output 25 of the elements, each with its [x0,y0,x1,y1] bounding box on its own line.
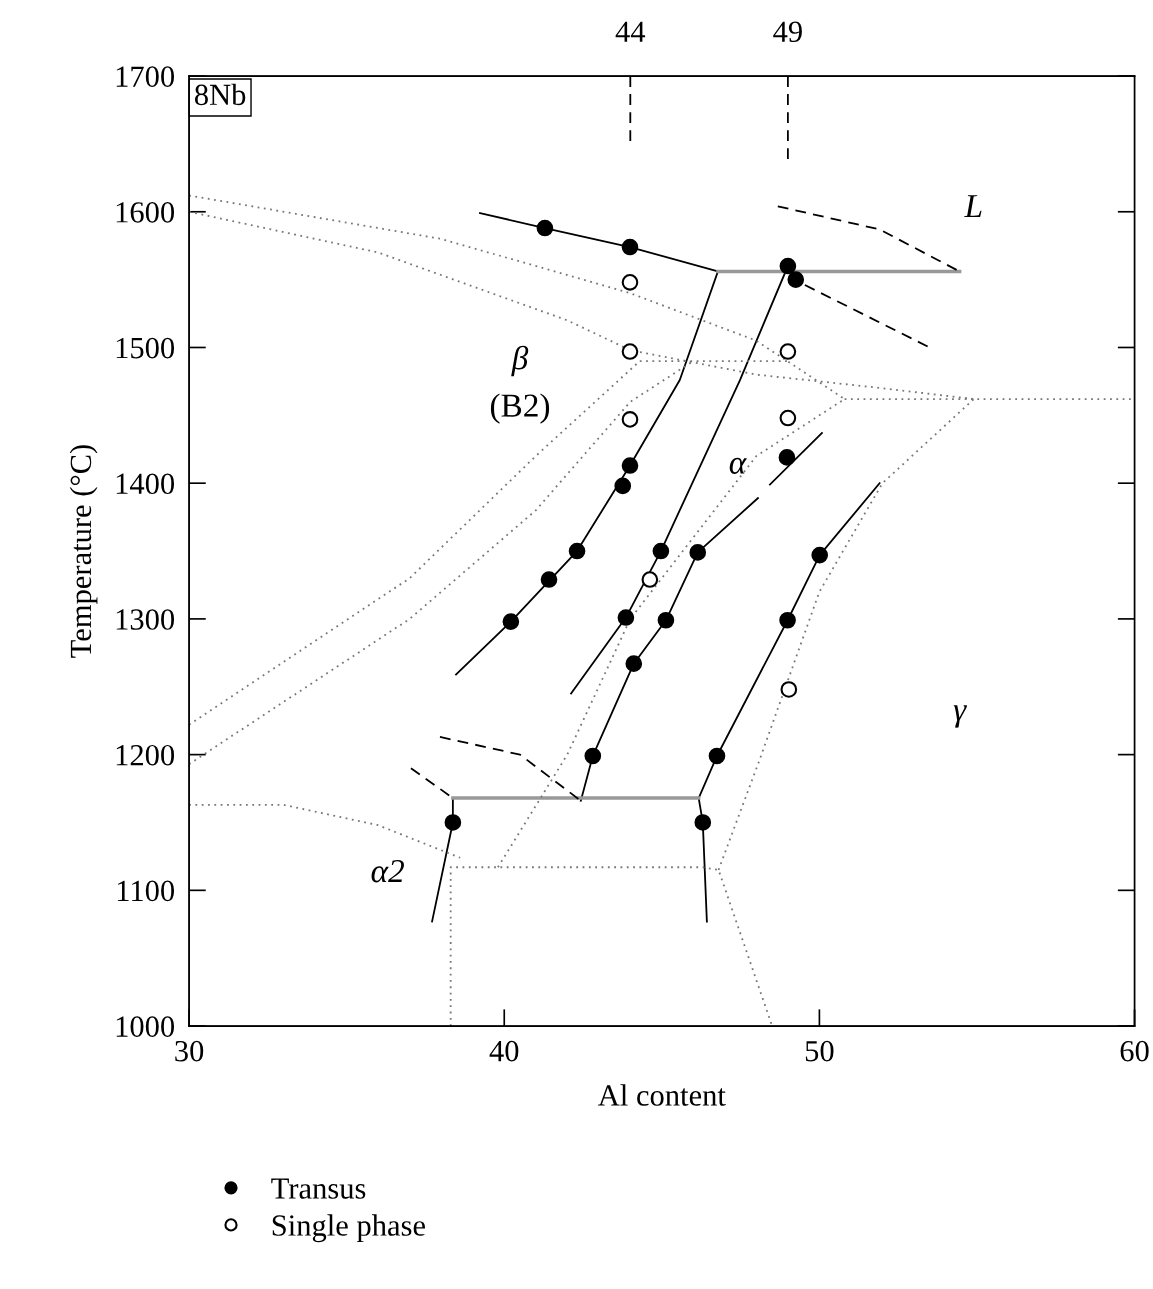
y-tick-label: 1700 [116,66,175,87]
y-tick-label: 1200 [116,744,175,766]
y-tick-label: 1500 [116,337,175,359]
x2-tick-label: 44 [615,21,646,42]
x-tick-label: 30 [175,1040,204,1062]
y-tick-label: 1400 [116,473,175,495]
y-tick-label: 1600 [116,202,175,223]
x2-tick-label: 49 [773,21,802,43]
legend-label: Transus [271,1178,366,1199]
annotation: L [964,195,982,218]
annotation: β [511,345,529,377]
legend-label: Single phase [272,1214,425,1243]
y-axis-title: Temperature (°C) [69,445,98,658]
x-tick-label: 50 [805,1040,834,1062]
annotation: α [729,457,747,474]
annotation: α2 [371,859,404,883]
x-axis-title: Al content [598,1084,726,1106]
annotation: (B2) [490,393,550,424]
annotation: γ [953,705,967,728]
annotation: 8Nb [194,83,246,106]
y-tick-label: 1100 [117,880,175,902]
y-tick-label: 1000 [116,1016,175,1037]
x-tick-label: 40 [489,1040,519,1062]
x-tick-label: 60 [1120,1040,1149,1062]
y-tick-label: 1300 [116,609,175,630]
